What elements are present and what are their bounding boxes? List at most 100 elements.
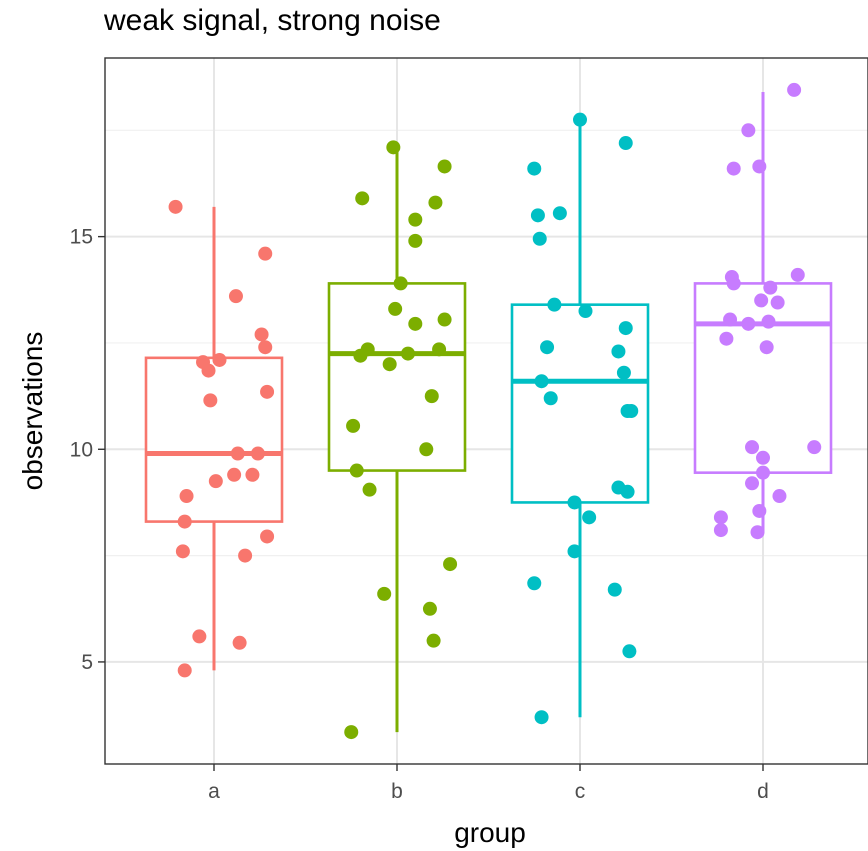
data-point-d — [770, 295, 785, 310]
data-point-c — [532, 231, 547, 246]
y-axis-ticks: 5 10 15 — [70, 226, 105, 674]
data-point-d — [752, 503, 767, 518]
x-axis-title: group — [454, 817, 526, 848]
data-point-b — [422, 601, 437, 616]
data-point-a — [177, 663, 192, 678]
data-point-c — [618, 321, 633, 336]
data-point-a — [208, 474, 223, 489]
data-point-d — [754, 293, 769, 308]
data-point-a — [201, 363, 216, 378]
data-point-d — [790, 267, 805, 282]
data-point-d — [787, 82, 802, 97]
data-point-d — [752, 159, 767, 174]
data-point-a — [232, 635, 247, 650]
data-point-b — [353, 348, 368, 363]
jitter-points — [168, 82, 822, 740]
chart-title: weak signal, strong noise — [104, 4, 441, 37]
x-tick-label: b — [391, 780, 403, 803]
data-point-b — [419, 442, 434, 457]
data-point-b — [432, 342, 447, 357]
x-tick-label: d — [757, 780, 769, 803]
data-point-c — [540, 340, 555, 355]
data-point-b — [426, 633, 441, 648]
data-point-a — [238, 548, 253, 563]
data-point-a — [245, 467, 260, 482]
data-point-c — [534, 710, 549, 725]
data-point-c — [611, 344, 626, 359]
data-point-d — [741, 316, 756, 331]
data-point-d — [756, 465, 770, 480]
x-axis-ticks: a b c d — [208, 764, 769, 803]
data-point-b — [443, 557, 458, 572]
data-point-c — [578, 304, 593, 319]
data-point-b — [382, 357, 397, 372]
y-axis-title: observations — [17, 332, 48, 491]
y-tick-label: 5 — [81, 651, 93, 674]
data-point-d — [726, 276, 741, 291]
data-point-d — [723, 312, 738, 327]
data-point-c — [622, 644, 637, 659]
box-b — [327, 147, 467, 733]
data-point-b — [346, 418, 361, 433]
data-point-d — [745, 440, 760, 455]
data-point-c — [618, 136, 633, 151]
data-point-a — [212, 352, 227, 367]
box-a — [144, 206, 284, 671]
box-iqr — [144, 356, 284, 523]
data-point-a — [192, 629, 207, 644]
data-point-d — [750, 525, 765, 540]
data-point-b — [386, 140, 401, 155]
data-point-c — [567, 544, 582, 559]
data-point-c — [547, 297, 562, 312]
y-tick-label: 10 — [70, 438, 93, 461]
data-point-a — [258, 246, 273, 261]
data-point-d — [713, 523, 728, 538]
data-point-b — [437, 312, 452, 327]
data-point-c — [620, 484, 635, 499]
data-point-b — [437, 159, 452, 174]
box-c — [510, 119, 650, 718]
data-point-c — [534, 374, 549, 389]
data-point-d — [772, 489, 787, 504]
data-point-a — [228, 289, 243, 304]
y-tick-label: 15 — [70, 226, 93, 249]
box-iqr — [693, 282, 833, 474]
data-point-c — [543, 391, 558, 406]
data-point-a — [258, 340, 273, 355]
data-point-c — [527, 576, 542, 591]
data-point-a — [260, 384, 275, 399]
data-point-c — [530, 208, 545, 223]
data-point-b — [428, 195, 443, 210]
data-point-b — [349, 463, 364, 478]
data-point-a — [179, 489, 194, 504]
box-iqr — [510, 303, 650, 504]
data-point-d — [763, 280, 778, 295]
data-point-a — [230, 446, 245, 461]
x-tick-label: a — [208, 780, 220, 803]
data-point-a — [227, 467, 242, 482]
data-point-d — [713, 510, 728, 525]
data-point-b — [362, 482, 377, 497]
data-point-d — [745, 476, 760, 491]
data-point-b — [393, 276, 408, 291]
data-point-b — [408, 316, 423, 331]
data-point-a — [168, 199, 183, 214]
data-point-a — [203, 393, 218, 408]
data-point-b — [377, 586, 392, 601]
data-point-a — [175, 544, 190, 559]
data-point-b — [400, 346, 415, 361]
data-point-b — [388, 301, 403, 316]
data-point-d — [756, 450, 770, 465]
data-point-d — [807, 440, 822, 455]
data-point-b — [424, 389, 439, 404]
data-point-a — [177, 514, 192, 529]
data-point-a — [254, 327, 269, 342]
data-point-d — [719, 331, 734, 346]
boxplot-boxes — [144, 92, 833, 733]
data-point-c — [567, 495, 582, 510]
data-point-c — [552, 206, 567, 221]
data-point-a — [260, 529, 275, 544]
x-tick-label: c — [575, 780, 586, 803]
data-point-c — [607, 582, 622, 597]
